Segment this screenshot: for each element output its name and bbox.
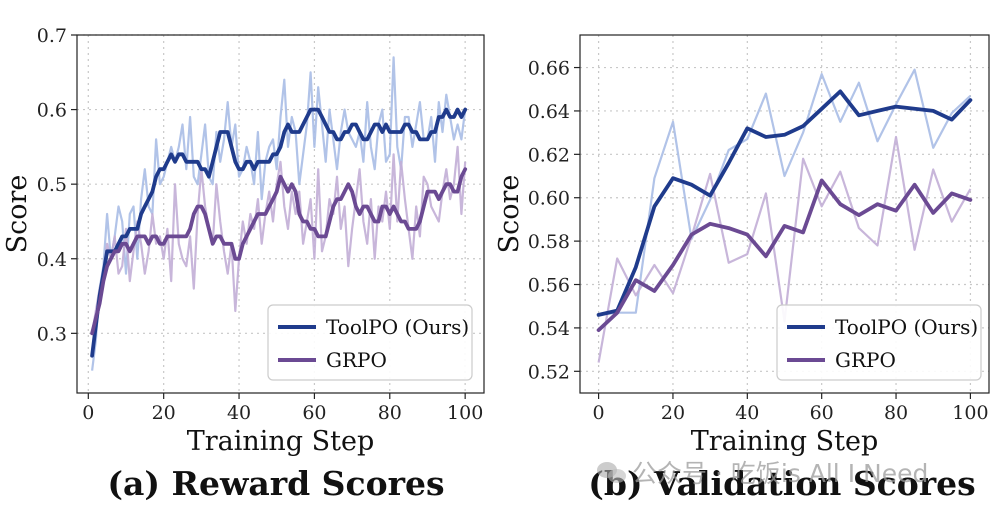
legend-label: ToolPO (Ours): [326, 315, 469, 339]
x-tick-label: 100: [447, 402, 483, 424]
y-tick-label: 0.7: [37, 25, 67, 47]
x-tick-label: 40: [227, 402, 251, 424]
panel-validation-scores: 0 20 40 60 80 100 0.52 0.54 0.56 0.58 0.60 0.62 0.64…: [494, 34, 990, 503]
x-tick-label: 60: [810, 402, 834, 424]
panel-reward-scores: 0 20 40 60 80 100 0.3 0.4 0.5 0.6 0.7 Training Step…: [2, 25, 485, 503]
legend: ToolPO (Ours) GRPO: [776, 304, 982, 381]
watermark-text: 公众号 · 吃饭is All I Need: [632, 459, 928, 488]
series-smoothed-line-1: [596, 178, 973, 333]
series-smoothed-line-0: [90, 107, 468, 358]
y-tick-label: 0.56: [528, 275, 570, 297]
y-tick-label: 0.6: [37, 100, 67, 122]
x-axis-label: Training Step: [691, 426, 879, 457]
y-tick-label: 0.62: [528, 144, 570, 166]
y-tick-label: 0.5: [37, 174, 67, 196]
x-tick-label: 20: [661, 402, 685, 424]
y-tick-label: 0.58: [528, 231, 570, 253]
x-tick-label: 60: [302, 402, 326, 424]
y-axis-label: Score: [494, 175, 525, 254]
plot-frame: [579, 34, 990, 394]
series-smoothed-line-0: [596, 89, 973, 317]
wechat-icon: [597, 462, 626, 483]
y-tick-label: 0.4: [37, 249, 67, 271]
legend-label: GRPO: [835, 348, 896, 372]
series-smoothed-line-1: [90, 167, 468, 336]
watermark: 公众号 · 吃饭is All I Need: [597, 459, 928, 488]
plot-frame: [76, 34, 485, 394]
x-tick-label: 0: [593, 402, 605, 424]
legend-label: ToolPO (Ours): [835, 315, 978, 339]
y-tick-label: 0.66: [528, 58, 570, 80]
series-raw-line-0: [598, 68, 972, 316]
series-raw-line-1: [91, 145, 467, 334]
x-tick-label: 0: [82, 402, 94, 424]
x-tick-label: 100: [952, 402, 988, 424]
legend-box: [267, 304, 473, 381]
x-tick-label: 80: [884, 402, 908, 424]
x-tick-label: 20: [152, 402, 176, 424]
panel-caption: (a) Reward Scores: [107, 464, 444, 503]
y-tick-label: 0.54: [528, 318, 570, 340]
legend-box: [776, 304, 982, 381]
legend: ToolPO (Ours) GRPO: [267, 304, 473, 381]
y-tick-label: 0.64: [528, 101, 570, 123]
panel-caption: (b) Validation Scores: [588, 464, 975, 503]
y-tick-label: 0.60: [528, 188, 570, 210]
y-tick-label: 0.52: [528, 361, 570, 383]
y-tick-label: 0.3: [37, 323, 67, 345]
y-axis-label: Score: [2, 175, 33, 254]
legend-label: GRPO: [326, 348, 387, 372]
x-tick-label: 40: [735, 402, 759, 424]
x-axis-label: Training Step: [187, 426, 375, 457]
x-tick-label: 80: [378, 402, 402, 424]
